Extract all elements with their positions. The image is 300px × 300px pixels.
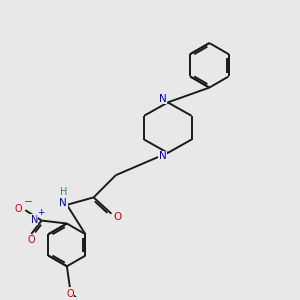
Text: N: N	[159, 152, 166, 161]
Text: H: H	[60, 188, 68, 197]
Text: N: N	[159, 94, 166, 104]
Text: O: O	[15, 204, 22, 214]
Text: O: O	[114, 212, 122, 222]
Text: −: −	[24, 197, 33, 207]
Text: N: N	[31, 215, 38, 225]
Text: +: +	[37, 208, 45, 217]
Text: N: N	[59, 198, 67, 208]
Text: O: O	[66, 290, 74, 299]
Text: O: O	[27, 236, 35, 245]
